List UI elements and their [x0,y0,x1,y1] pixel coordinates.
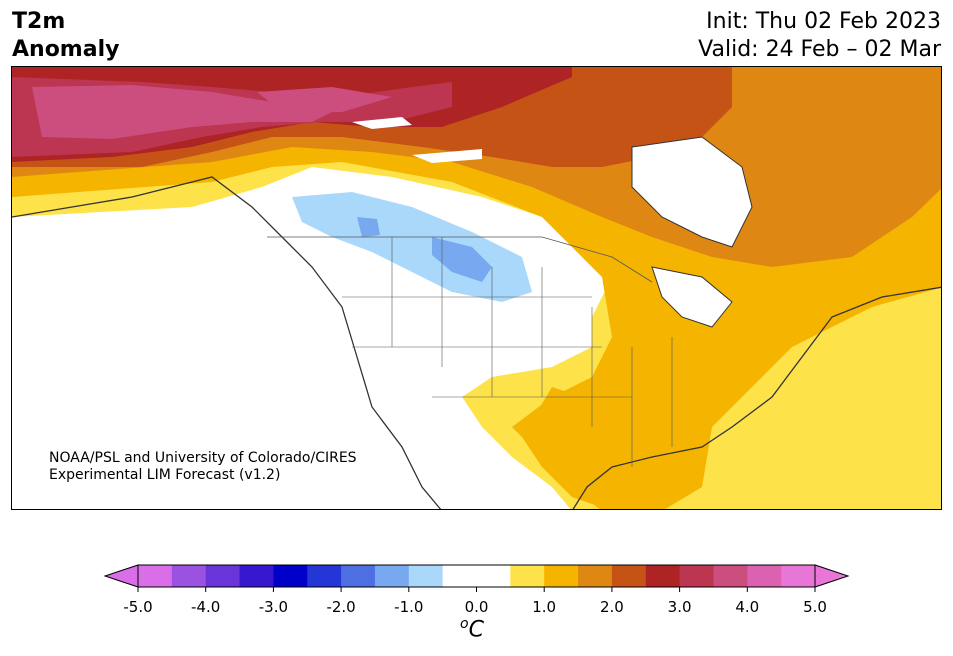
zone-neg2b [357,217,380,237]
colorbar-swatch [713,565,748,587]
colorbar-swatch [781,565,816,587]
colorbar-tick-label: -2.0 [326,598,356,616]
colorbar-swatch [679,565,714,587]
coastline [12,176,941,509]
colorbar-svg [103,564,850,592]
colorbar-swatch [645,565,681,587]
colorbar-swatch [205,565,241,587]
colorbar-tick-label: -1.0 [394,598,424,616]
colorbar-swatch [273,565,308,587]
zone-neutral-west [312,257,592,509]
colorbar-swatch [442,565,477,587]
date-info: Init: Thu 02 Feb 2023 Valid: 24 Feb – 02… [698,8,941,64]
arctic-lake-1 [352,117,412,129]
state-lines [342,237,673,467]
colorbar-swatch [239,565,274,587]
colorbar [0,560,953,600]
colorbar-extend-low [103,564,139,588]
colorbar-swatch [476,565,511,587]
colorbar-swatch [578,565,613,587]
zone-pos7b [257,87,392,112]
units-super: o [460,616,469,632]
colorbar-tick-label: -3.0 [258,598,289,616]
colorbar-extend-high [814,564,850,588]
units-base: C [468,617,484,643]
colorbar-tick-label: -5.0 [123,598,153,616]
credit-text: NOAA/PSL and University of Colorado/CIRE… [49,450,357,484]
colorbar-tick-label: 1.0 [532,598,557,616]
great-lakes [651,266,733,328]
colorbar-swatch [171,565,207,587]
colorbar-swatch [307,565,342,587]
credit-line-1: NOAA/PSL and University of Colorado/CIRE… [49,450,357,466]
colorbar-swatch [510,565,545,587]
init-date: Init: Thu 02 Feb 2023 [706,9,941,34]
colorbar-swatch [544,565,579,587]
zone-pos7 [32,85,332,139]
arctic-lake-2 [412,149,482,163]
colorbar-swatch [374,565,410,587]
colorbar-tick-label: 5.0 [803,598,827,616]
colorbar-swatch [138,565,173,587]
map-svg [12,67,941,509]
title-line-2: Anomaly [12,37,120,62]
zone-neg2 [432,237,492,282]
colorbar-tick-label: -4.0 [191,598,221,616]
map-title: T2m Anomaly [12,8,119,64]
colorbar-tick-label: 4.0 [735,598,760,616]
border-us-canada [267,236,653,283]
colorbar-swatch [747,565,782,587]
anomaly-map [11,66,942,510]
zone-pos2-south [522,387,652,509]
colorbar-swatch [408,565,444,587]
units-label: oC [460,616,484,642]
colorbar-swatch [611,565,647,587]
colorbar-tick-label: 3.0 [667,598,692,616]
title-line-1: T2m [12,9,66,34]
colorbar-tick-label: 0.0 [464,598,489,616]
colorbar-tick-label: 2.0 [599,598,624,616]
valid-range: Valid: 24 Feb – 02 Mar [698,37,941,62]
colorbar-swatch [341,565,376,587]
hudson-bay [631,136,753,248]
credit-line-2: Experimental LIM Forecast (v1.2) [49,467,281,483]
